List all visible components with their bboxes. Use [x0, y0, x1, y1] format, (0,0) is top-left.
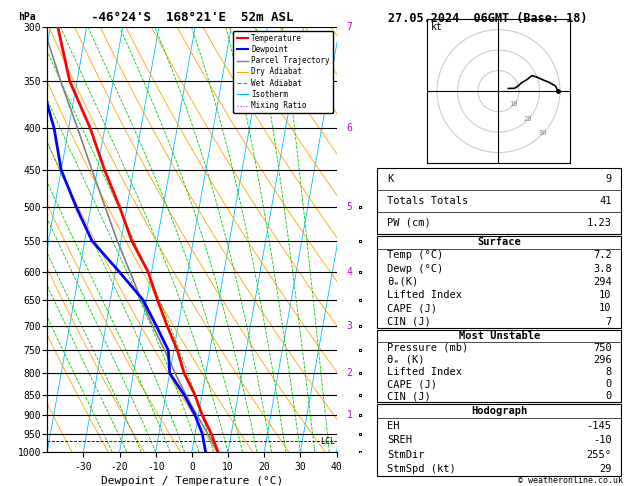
- Text: 7: 7: [347, 22, 353, 32]
- Text: StmDir: StmDir: [387, 450, 425, 460]
- Text: Totals Totals: Totals Totals: [387, 196, 469, 206]
- Text: 296: 296: [593, 355, 611, 365]
- Text: CIN (J): CIN (J): [387, 316, 431, 327]
- Text: 6: 6: [347, 123, 353, 133]
- Text: 7.2: 7.2: [593, 250, 611, 260]
- Text: CIN (J): CIN (J): [387, 391, 431, 401]
- Text: Dewp (°C): Dewp (°C): [387, 263, 443, 274]
- Text: -10: -10: [593, 435, 611, 445]
- Text: 0: 0: [606, 391, 611, 401]
- Text: -145: -145: [587, 420, 611, 431]
- Text: 7: 7: [606, 316, 611, 327]
- Text: 3: 3: [347, 321, 353, 331]
- Text: 1.23: 1.23: [587, 218, 611, 228]
- Text: Surface: Surface: [477, 237, 521, 247]
- Text: 4: 4: [347, 266, 353, 277]
- Text: 8: 8: [606, 367, 611, 377]
- Bar: [377, 330, 621, 402]
- Text: Most Unstable: Most Unstable: [459, 331, 540, 341]
- Text: 3.8: 3.8: [593, 263, 611, 274]
- Text: 750: 750: [593, 343, 611, 353]
- Text: Lifted Index: Lifted Index: [387, 367, 462, 377]
- Text: CAPE (J): CAPE (J): [387, 303, 437, 313]
- Text: 2: 2: [347, 368, 353, 378]
- Text: LCL: LCL: [320, 437, 335, 446]
- Text: 10: 10: [509, 101, 518, 107]
- Text: Pressure (mb): Pressure (mb): [387, 343, 469, 353]
- X-axis label: Dewpoint / Temperature (°C): Dewpoint / Temperature (°C): [101, 476, 283, 486]
- Text: PW (cm): PW (cm): [387, 218, 431, 228]
- Text: Lifted Index: Lifted Index: [387, 290, 462, 300]
- Text: 30: 30: [538, 130, 547, 137]
- Text: 0: 0: [606, 379, 611, 389]
- Text: θₑ (K): θₑ (K): [387, 355, 425, 365]
- Text: θₑ(K): θₑ(K): [387, 277, 418, 287]
- Text: StmSpd (kt): StmSpd (kt): [387, 464, 456, 474]
- Text: 20: 20: [524, 116, 532, 122]
- Text: Hodograph: Hodograph: [471, 406, 528, 416]
- Text: kt: kt: [431, 22, 443, 32]
- Text: 41: 41: [599, 196, 611, 206]
- Text: 9: 9: [606, 174, 611, 184]
- Text: 29: 29: [599, 464, 611, 474]
- Bar: [377, 168, 621, 234]
- Text: hPa: hPa: [18, 13, 36, 22]
- Bar: [377, 236, 621, 328]
- Title: -46°24'S  168°21'E  52m ASL: -46°24'S 168°21'E 52m ASL: [91, 11, 293, 24]
- Legend: Temperature, Dewpoint, Parcel Trajectory, Dry Adiabat, Wet Adiabat, Isotherm, Mi: Temperature, Dewpoint, Parcel Trajectory…: [233, 31, 333, 113]
- Text: K: K: [387, 174, 393, 184]
- Text: 1: 1: [347, 410, 353, 420]
- Text: Temp (°C): Temp (°C): [387, 250, 443, 260]
- Text: 5: 5: [347, 202, 353, 212]
- Text: 255°: 255°: [587, 450, 611, 460]
- Text: 27.05.2024  06GMT (Base: 18): 27.05.2024 06GMT (Base: 18): [387, 12, 587, 25]
- Text: 10: 10: [599, 303, 611, 313]
- Text: SREH: SREH: [387, 435, 412, 445]
- Text: 294: 294: [593, 277, 611, 287]
- Text: © weatheronline.co.uk: © weatheronline.co.uk: [518, 476, 623, 485]
- Text: EH: EH: [387, 420, 399, 431]
- Bar: [377, 404, 621, 476]
- Text: CAPE (J): CAPE (J): [387, 379, 437, 389]
- Text: 10: 10: [599, 290, 611, 300]
